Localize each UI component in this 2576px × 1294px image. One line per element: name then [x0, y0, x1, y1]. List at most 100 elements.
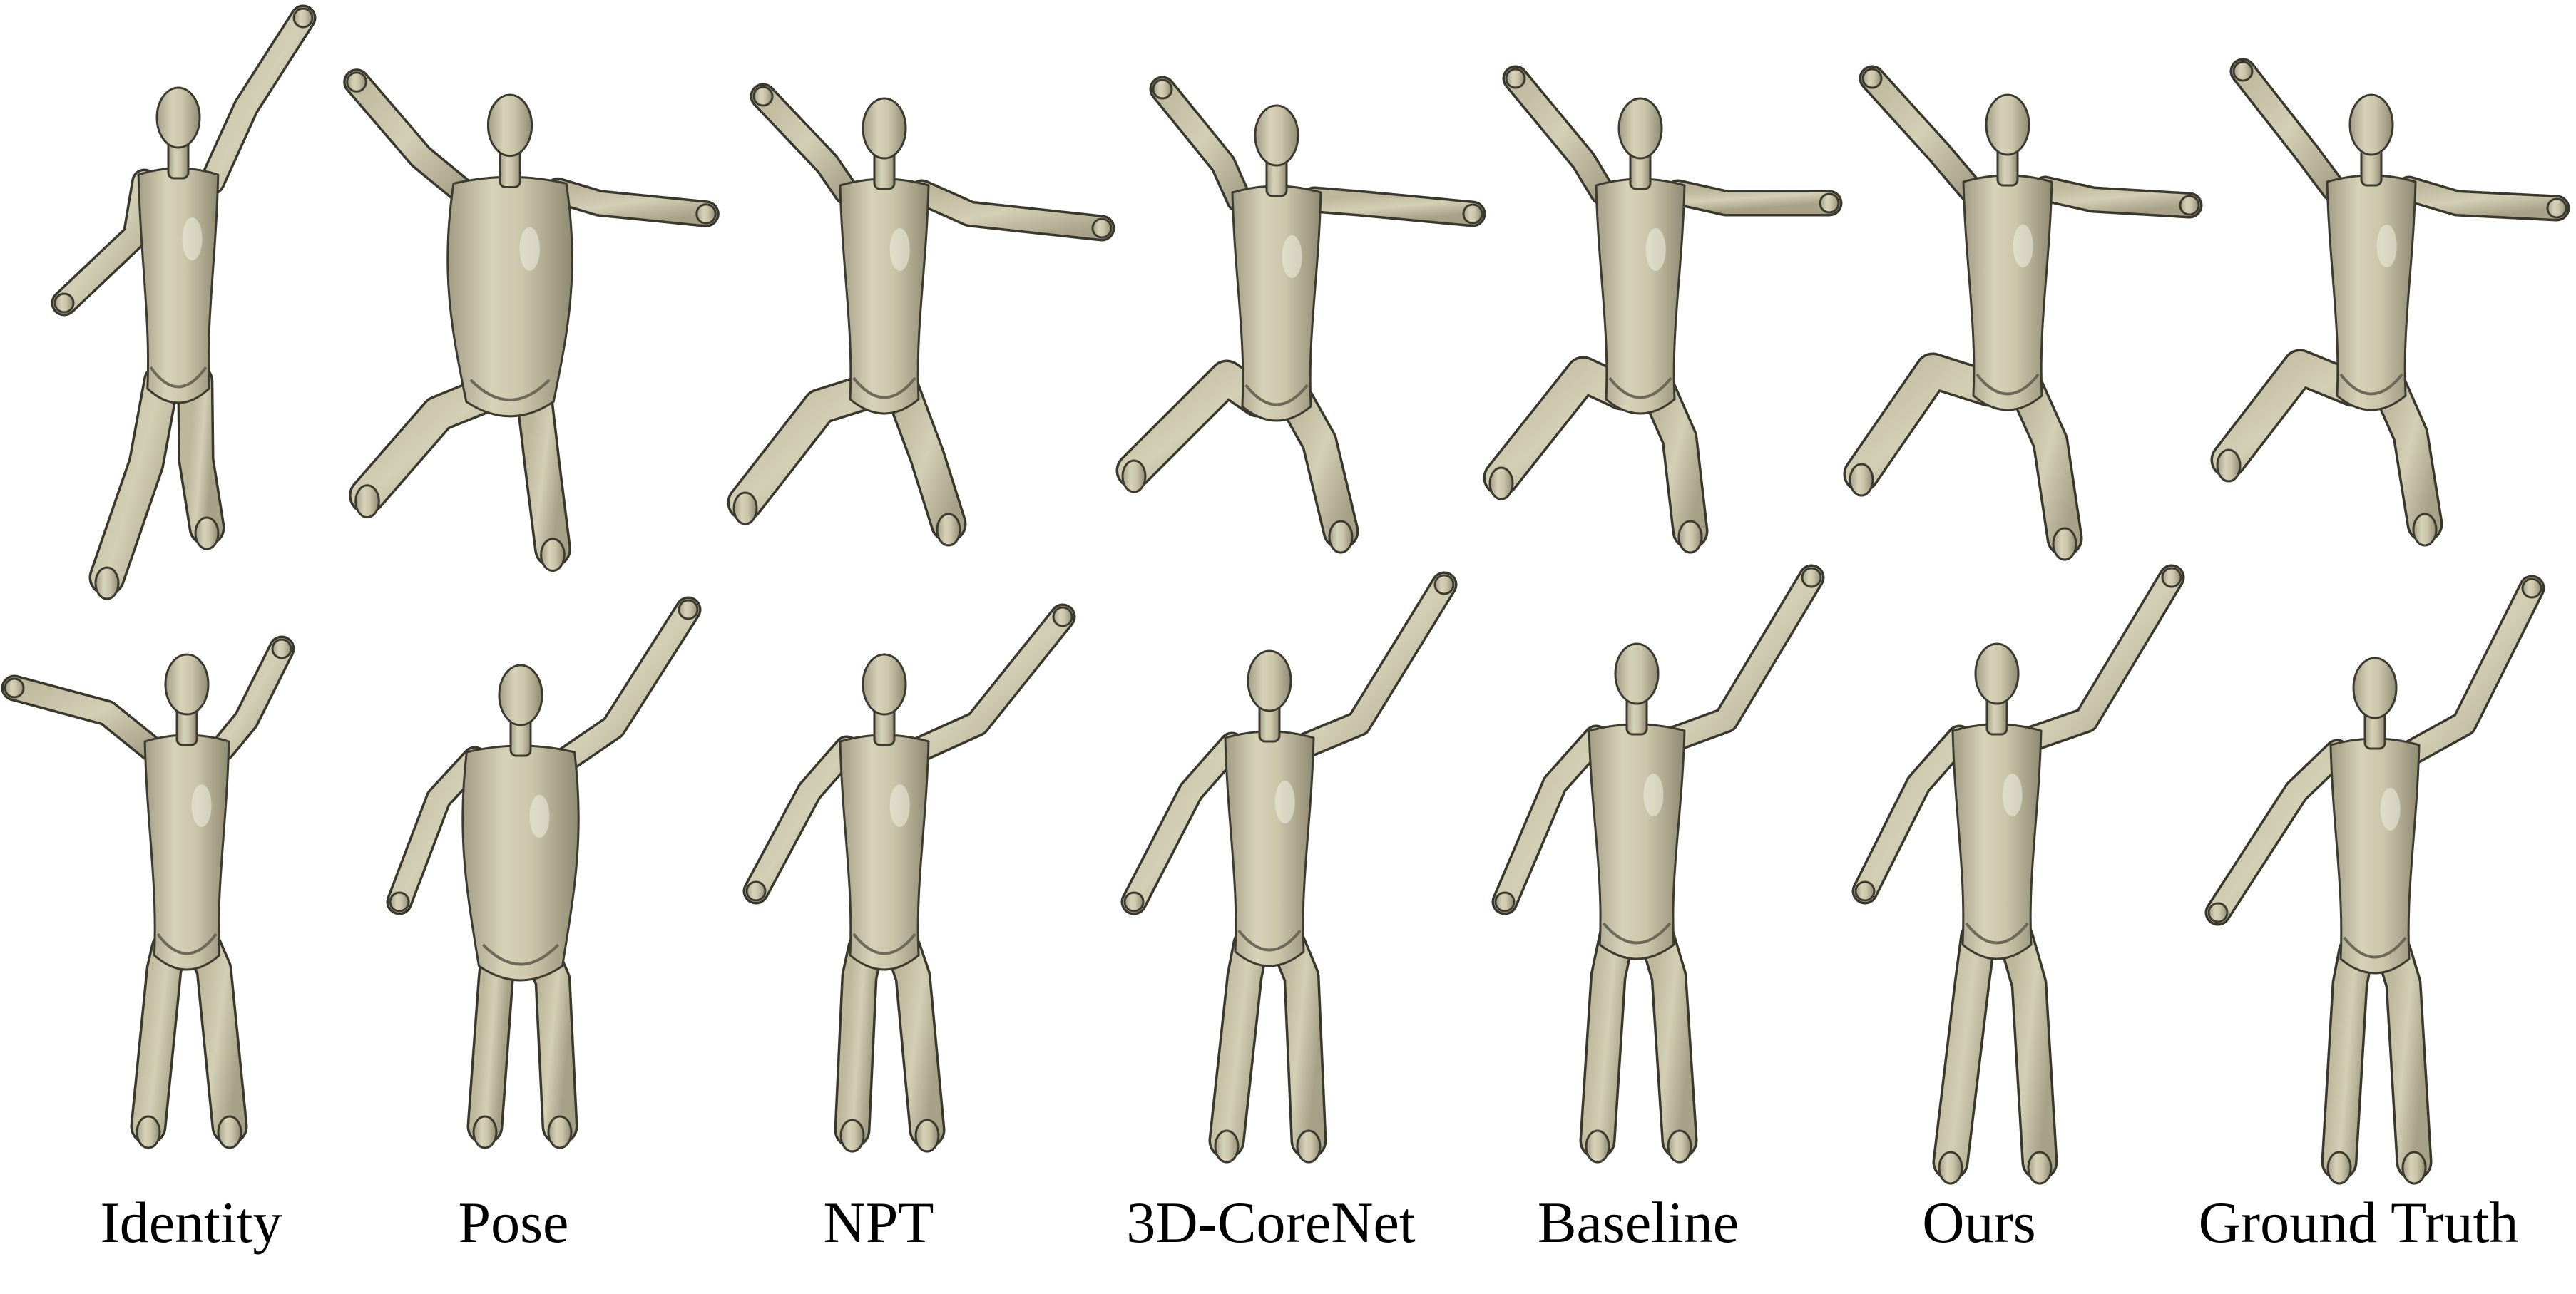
mesh-ours-row2 [1851, 564, 2185, 1185]
right-arm [1667, 182, 1840, 214]
label-identity: Identity [100, 1190, 282, 1255]
left-hand [1123, 891, 1145, 913]
right-foot [1667, 1129, 1692, 1164]
left-foot [472, 1115, 498, 1149]
left-foot [732, 491, 758, 525]
chest-highlight [2380, 788, 2401, 831]
right-foot [540, 538, 566, 572]
right-hand [1433, 574, 1455, 595]
mesh-ours-row1 [1843, 65, 2203, 561]
mesh-corenet-row2 [1120, 571, 1458, 1164]
left-arm [389, 749, 486, 913]
right-arm [546, 180, 717, 225]
right-foot [2027, 1151, 2053, 1185]
left-foot [2326, 1151, 2352, 1185]
left-foot [2216, 448, 2242, 483]
head [1617, 97, 1663, 160]
mesh-npt-row1 [727, 83, 1115, 547]
left-arm [1505, 68, 1614, 203]
left-arm [2232, 61, 2345, 200]
right-hand [2179, 195, 2200, 216]
left-foot [1488, 466, 1514, 500]
right-arm [556, 599, 699, 770]
mesh-baseline-row1 [1483, 65, 1843, 554]
right-foot [547, 1115, 573, 1149]
pelvis-line [2339, 373, 2403, 396]
pelvis-line [156, 933, 218, 955]
pelvis-line [852, 933, 916, 955]
right-arm [212, 638, 292, 759]
mesh-baseline-row2 [1491, 564, 1825, 1164]
left-hand [2207, 902, 2229, 923]
label-3d-corenet: 3D-CoreNet [1126, 1190, 1416, 1255]
left-leg [730, 376, 881, 518]
pelvis-line [852, 376, 916, 399]
right-hand [1819, 192, 1840, 214]
right-arm [911, 606, 1073, 759]
left-arm [4, 677, 162, 759]
label-ground-truth: Ground Truth [2198, 1190, 2519, 1255]
left-foot [1121, 459, 1147, 493]
left-hand [1854, 880, 1876, 902]
pelvis-line [481, 943, 560, 966]
head [1247, 649, 1292, 712]
right-leg [2010, 373, 2080, 554]
right-foot [1328, 520, 1354, 554]
mesh-ground-truth-row1 [2210, 58, 2570, 547]
left-foot [1585, 1129, 1610, 1164]
right-arm [2023, 567, 2182, 749]
chest-highlight [1282, 235, 1302, 278]
chest-highlight [1274, 781, 1295, 823]
chest-highlight [519, 227, 540, 271]
right-leg [1643, 376, 1706, 547]
left-hand [1152, 78, 1173, 100]
left-leg [1935, 922, 1994, 1178]
head [1985, 93, 2030, 156]
left-arm [345, 71, 474, 202]
left-hand [1505, 68, 1526, 89]
right-arm [911, 182, 1113, 239]
chest-highlight [2376, 225, 2397, 267]
right-hand [292, 7, 314, 29]
right-arm [1303, 189, 1483, 225]
chest-highlight [1645, 228, 1666, 271]
chest-highlight [2013, 225, 2033, 267]
left-hand [1861, 68, 1883, 89]
right-hand [2546, 197, 2567, 219]
left-leg [1846, 355, 2005, 490]
left-foot [94, 566, 120, 600]
right-foot [936, 513, 961, 547]
mesh-identity-row2 [1, 635, 295, 1149]
right-leg [528, 943, 576, 1142]
right-leg [179, 366, 223, 543]
right-hand [271, 638, 292, 659]
left-hand [346, 71, 367, 93]
left-foot [1938, 1151, 1963, 1185]
pelvis-line [1608, 376, 1672, 399]
mesh-pose-row2 [386, 596, 702, 1149]
pelvis-line [469, 379, 551, 401]
left-leg [469, 943, 513, 1142]
left-foot [1849, 463, 1874, 497]
left-arm [1861, 68, 1981, 200]
label-baseline: Baseline [1537, 1190, 1739, 1255]
left-hand [752, 86, 774, 107]
torso [461, 744, 580, 982]
left-leg [133, 933, 185, 1142]
right-arm [2034, 178, 2200, 216]
pelvis-line [149, 366, 208, 389]
right-hand [2521, 577, 2542, 599]
left-hand [4, 677, 25, 699]
right-arm [201, 7, 314, 192]
left-hand [389, 891, 410, 913]
right-leg [518, 378, 569, 565]
head [862, 653, 907, 716]
column-labels: Identity Pose NPT 3D-CoreNet Baseline Ou… [0, 1180, 2576, 1280]
left-arm [1494, 727, 1608, 913]
pelvis-line [1976, 373, 2040, 396]
right-leg [189, 933, 245, 1142]
mesh-identity-row1 [51, 4, 317, 600]
chest-highlight [191, 784, 212, 827]
pelvis-line [2343, 936, 2407, 959]
